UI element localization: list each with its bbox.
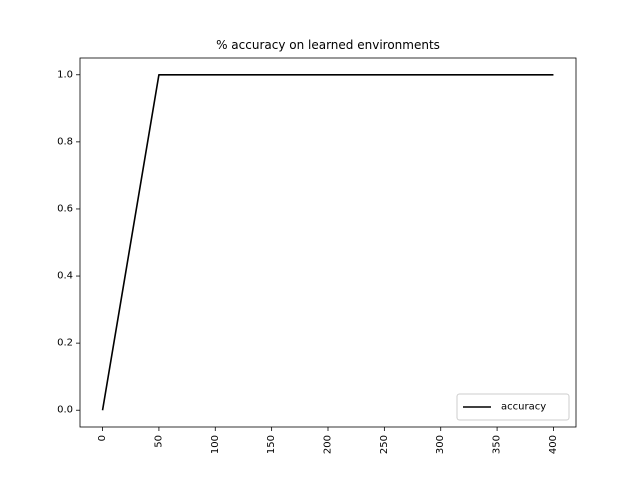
y-axis: 0.0 0.2 0.4 0.6 0.8 1.0: [57, 69, 80, 416]
y-tick-label: 0.8: [57, 136, 73, 147]
x-tick-label: 50: [153, 435, 164, 448]
series-line-0: [101, 73, 554, 411]
x-tick-label: 400: [548, 435, 559, 454]
y-tick-label: 0.2: [57, 338, 73, 349]
y-tick-label: 0.4: [57, 271, 73, 282]
x-tick-label: 100: [210, 435, 221, 454]
legend-label: accuracy: [501, 402, 546, 413]
x-tick-label: 350: [492, 435, 503, 454]
legend-box: [456, 393, 570, 421]
y-tick-label: 1.0: [57, 69, 73, 80]
x-tick-label: 250: [379, 435, 390, 454]
chart-title: % accuracy on learned environments: [216, 38, 440, 52]
x-axis: 0 50 100 150 200 250 300 350 400: [97, 427, 559, 454]
x-tick-label: 300: [435, 435, 446, 454]
x-tick-label: 150: [266, 435, 277, 454]
y-tick-label: 0.6: [57, 203, 73, 214]
plot-frame: [79, 57, 577, 428]
series-layer: [101, 73, 554, 411]
x-tick-label: 0: [97, 435, 108, 441]
y-tick-label: 0.0: [57, 405, 73, 416]
legend: accuracy: [456, 393, 570, 421]
x-tick-label: 200: [323, 435, 334, 454]
plot-area: [79, 57, 577, 428]
